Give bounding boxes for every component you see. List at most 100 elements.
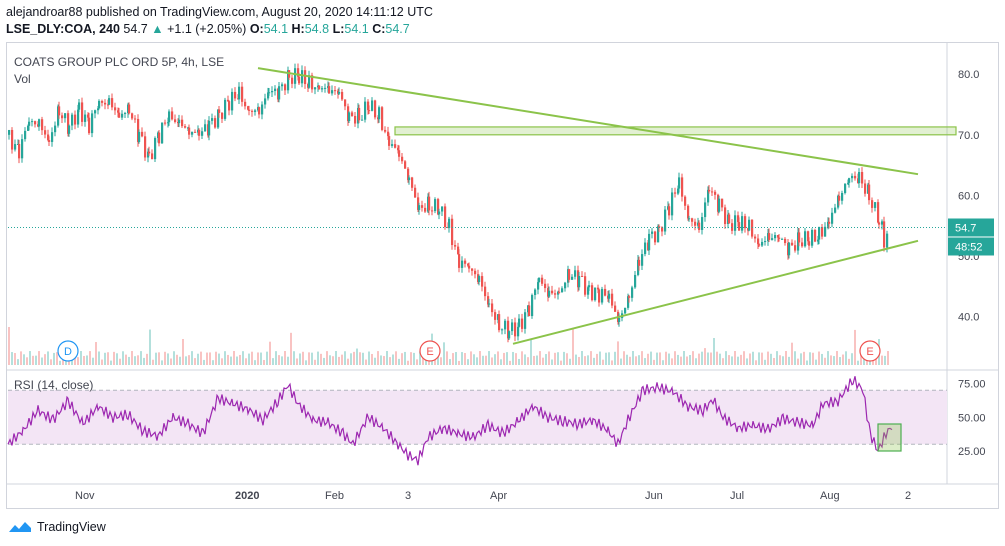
- candle-body: [58, 106, 61, 116]
- candle-body: [468, 265, 471, 269]
- volume-bar: [47, 351, 49, 365]
- candle-body: [64, 113, 67, 119]
- candle-body: [584, 276, 587, 295]
- candle-body: [457, 246, 460, 255]
- volume-bar: [833, 356, 835, 365]
- candle-body: [507, 320, 510, 339]
- volume-bar: [479, 351, 481, 365]
- volume-bar: [680, 356, 682, 365]
- volume-bar: [308, 352, 310, 365]
- volume-bar: [305, 360, 307, 365]
- candle-body: [54, 125, 57, 133]
- volume-bar: [224, 351, 226, 365]
- time-axis-tick: Apr: [490, 490, 507, 502]
- volume-bar: [278, 355, 280, 365]
- volume-bar: [614, 351, 616, 365]
- volume-bar: [503, 352, 505, 365]
- candle-body: [794, 245, 797, 251]
- candle-body: [551, 290, 554, 294]
- candle-body: [631, 287, 634, 298]
- volume-bar: [494, 354, 496, 365]
- candle-body: [428, 196, 431, 211]
- volume-bar: [629, 356, 631, 365]
- volume-bar: [620, 358, 622, 365]
- volume-bar: [566, 353, 568, 365]
- candle-body: [134, 118, 137, 120]
- volume-bar: [644, 358, 646, 365]
- candle-body: [464, 260, 467, 264]
- candle-body: [88, 117, 91, 134]
- volume-bar: [782, 356, 784, 365]
- volume-bar: [857, 360, 859, 365]
- volume-bar: [443, 342, 445, 365]
- resistance-zone: [394, 126, 957, 136]
- volume-bar: [440, 357, 442, 365]
- volume-bar: [338, 356, 340, 365]
- candle-body: [374, 100, 377, 118]
- volume-bar: [665, 351, 667, 365]
- volume-bar: [683, 351, 685, 365]
- volume-bar: [455, 352, 457, 365]
- candle-body: [781, 238, 784, 240]
- candle-body: [467, 263, 470, 266]
- footer-brand: TradingView: [8, 520, 106, 534]
- candle-body: [847, 182, 850, 184]
- volume-bar: [353, 351, 355, 365]
- candle-body: [238, 86, 241, 100]
- candle-body: [47, 134, 50, 141]
- candle-body: [498, 314, 501, 331]
- candle-body: [531, 295, 534, 317]
- volume-bar: [266, 351, 268, 365]
- chart-legend: COATS GROUP PLC ORD 5P, 4h, LSE Vol: [14, 54, 224, 88]
- countdown-tag-bg: [948, 237, 994, 256]
- volume-bar: [113, 351, 115, 365]
- candle-body: [724, 207, 727, 225]
- event-marker-label: E: [426, 346, 433, 358]
- candle-body: [121, 113, 124, 118]
- volume-bar: [461, 352, 463, 365]
- candle-body: [407, 168, 410, 181]
- candle-body: [561, 288, 564, 293]
- volume-bar: [557, 352, 559, 365]
- volume-bar: [500, 359, 502, 365]
- candle-body: [424, 207, 427, 212]
- volume-bar: [650, 351, 652, 365]
- volume-bar: [383, 356, 385, 365]
- event-marker-label: D: [64, 346, 72, 358]
- candle-body: [641, 254, 644, 266]
- volume-bar: [293, 351, 295, 365]
- candle-body: [67, 113, 70, 134]
- volume-bar: [314, 359, 316, 365]
- volume-bar: [512, 351, 514, 365]
- volume-bar: [539, 351, 541, 365]
- candle-body: [308, 75, 311, 88]
- volume-bar: [422, 354, 424, 365]
- volume-bar: [545, 354, 547, 365]
- candle-body: [807, 231, 810, 242]
- rsi-legend: RSI (14, close): [14, 378, 94, 392]
- volume-bar: [458, 360, 460, 365]
- volume-bar: [221, 358, 223, 365]
- candle-body: [651, 231, 654, 234]
- volume-bar: [821, 353, 823, 365]
- volume-bar: [536, 355, 538, 365]
- chart-frame[interactable]: [6, 42, 999, 509]
- candle-body: [678, 177, 681, 189]
- candle-body: [528, 305, 531, 317]
- volume-bar: [362, 352, 364, 365]
- candle-body: [777, 235, 780, 238]
- candle-body: [417, 197, 420, 210]
- candle-body: [588, 285, 591, 288]
- volume-bar: [332, 356, 334, 365]
- volume-bar: [326, 351, 328, 365]
- candle-body: [397, 147, 400, 151]
- volume-bar: [83, 355, 85, 365]
- volume-bar: [50, 359, 52, 365]
- candle-body: [627, 296, 630, 308]
- volume-bar: [785, 351, 787, 365]
- candle-body: [604, 288, 607, 296]
- volume-bar: [203, 359, 205, 365]
- candle-body: [814, 229, 817, 242]
- candle-body: [471, 268, 474, 271]
